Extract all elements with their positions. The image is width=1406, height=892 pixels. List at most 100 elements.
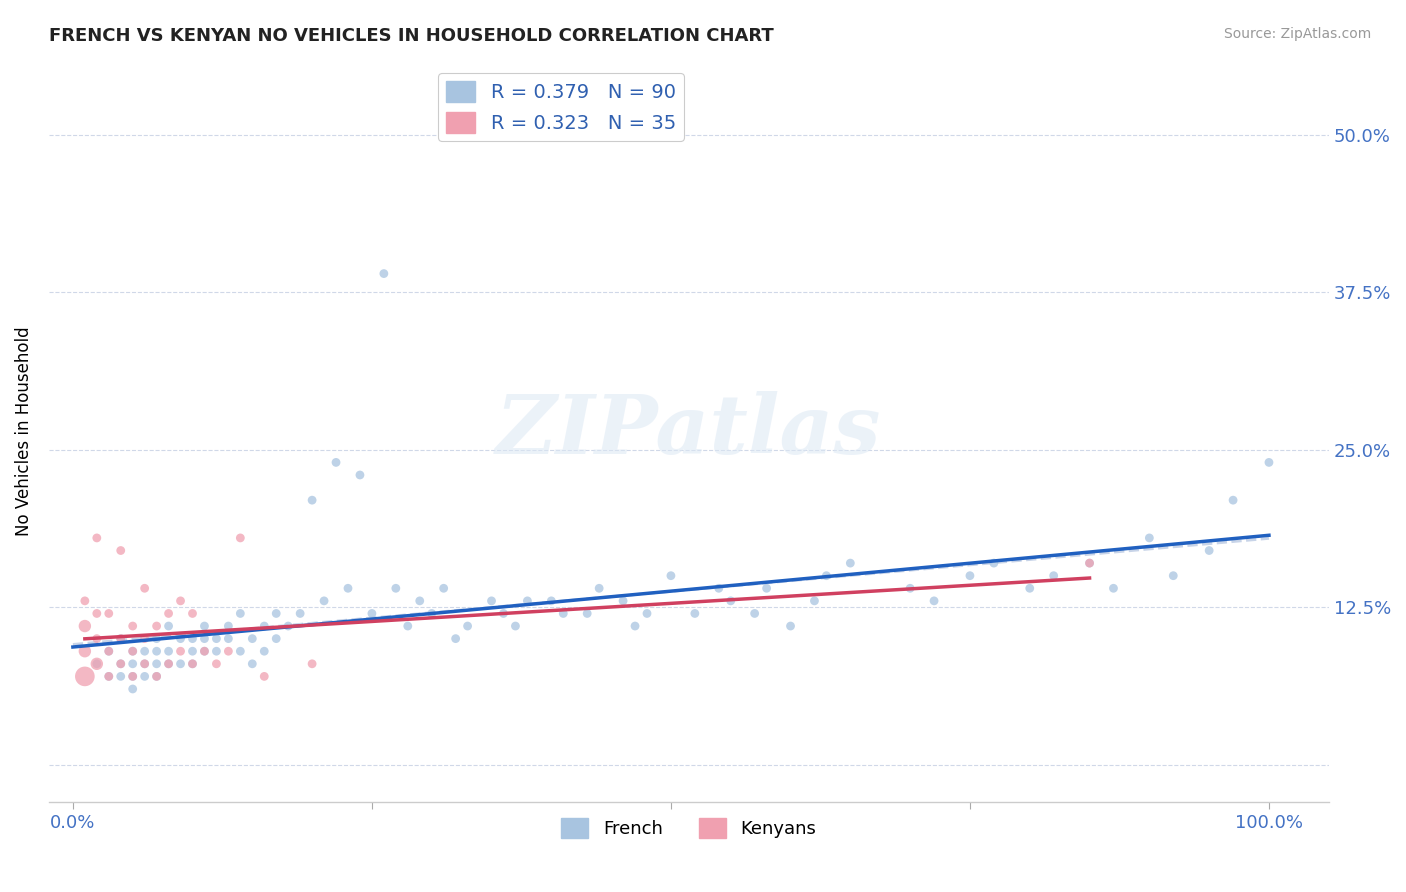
- Point: [959, 568, 981, 582]
- Point: [240, 632, 263, 646]
- Point: [540, 594, 562, 608]
- Y-axis label: No Vehicles in Household: No Vehicles in Household: [15, 326, 32, 536]
- Point: [73, 594, 96, 608]
- Point: [97, 607, 120, 621]
- Point: [444, 632, 467, 646]
- Point: [588, 582, 610, 596]
- Point: [264, 632, 287, 646]
- Point: [1042, 568, 1064, 582]
- Point: [433, 582, 456, 596]
- Point: [1102, 582, 1125, 596]
- Point: [169, 632, 191, 646]
- Point: [720, 594, 742, 608]
- Point: [157, 657, 180, 671]
- Point: [97, 669, 120, 683]
- Point: [73, 619, 96, 633]
- Point: [217, 632, 239, 646]
- Point: [1137, 531, 1160, 545]
- Point: [181, 644, 204, 658]
- Point: [349, 468, 371, 483]
- Point: [205, 644, 228, 658]
- Point: [516, 594, 538, 608]
- Point: [779, 619, 801, 633]
- Point: [193, 644, 215, 658]
- Point: [134, 632, 156, 646]
- Point: [110, 543, 132, 558]
- Point: [492, 607, 515, 621]
- Point: [110, 632, 132, 646]
- Point: [134, 644, 156, 658]
- Point: [1222, 493, 1244, 508]
- Point: [121, 644, 143, 658]
- Point: [1078, 556, 1101, 570]
- Point: [181, 657, 204, 671]
- Text: ZIPatlas: ZIPatlas: [496, 391, 882, 471]
- Point: [181, 657, 204, 671]
- Point: [396, 619, 419, 633]
- Point: [205, 657, 228, 671]
- Point: [145, 644, 167, 658]
- Point: [145, 669, 167, 683]
- Point: [169, 657, 191, 671]
- Point: [1018, 582, 1040, 596]
- Point: [922, 594, 945, 608]
- Point: [86, 607, 108, 621]
- Point: [301, 493, 323, 508]
- Point: [157, 644, 180, 658]
- Point: [157, 619, 180, 633]
- Point: [1258, 455, 1281, 469]
- Point: [288, 607, 311, 621]
- Point: [229, 644, 252, 658]
- Point: [205, 632, 228, 646]
- Point: [457, 619, 479, 633]
- Point: [86, 657, 108, 671]
- Point: [683, 607, 706, 621]
- Text: FRENCH VS KENYAN NO VEHICLES IN HOUSEHOLD CORRELATION CHART: FRENCH VS KENYAN NO VEHICLES IN HOUSEHOL…: [49, 27, 773, 45]
- Point: [110, 669, 132, 683]
- Point: [169, 644, 191, 658]
- Point: [229, 531, 252, 545]
- Point: [229, 607, 252, 621]
- Point: [217, 644, 239, 658]
- Point: [312, 594, 335, 608]
- Point: [110, 632, 132, 646]
- Point: [145, 632, 167, 646]
- Point: [744, 607, 766, 621]
- Point: [97, 669, 120, 683]
- Point: [193, 632, 215, 646]
- Point: [755, 582, 778, 596]
- Point: [110, 657, 132, 671]
- Point: [169, 594, 191, 608]
- Point: [121, 644, 143, 658]
- Point: [481, 594, 503, 608]
- Point: [193, 644, 215, 658]
- Point: [373, 267, 395, 281]
- Point: [264, 607, 287, 621]
- Point: [1161, 568, 1184, 582]
- Point: [134, 657, 156, 671]
- Point: [325, 455, 347, 469]
- Point: [73, 669, 96, 683]
- Point: [157, 607, 180, 621]
- Point: [145, 669, 167, 683]
- Point: [277, 619, 299, 633]
- Point: [839, 556, 862, 570]
- Point: [134, 669, 156, 683]
- Point: [636, 607, 658, 621]
- Point: [217, 619, 239, 633]
- Point: [553, 607, 575, 621]
- Text: Source: ZipAtlas.com: Source: ZipAtlas.com: [1223, 27, 1371, 41]
- Point: [983, 556, 1005, 570]
- Point: [121, 657, 143, 671]
- Point: [145, 619, 167, 633]
- Point: [898, 582, 921, 596]
- Point: [145, 657, 167, 671]
- Point: [253, 644, 276, 658]
- Point: [73, 644, 96, 658]
- Point: [253, 619, 276, 633]
- Point: [193, 619, 215, 633]
- Point: [110, 657, 132, 671]
- Legend: French, Kenyans: French, Kenyans: [554, 811, 824, 846]
- Point: [240, 657, 263, 671]
- Point: [1078, 556, 1101, 570]
